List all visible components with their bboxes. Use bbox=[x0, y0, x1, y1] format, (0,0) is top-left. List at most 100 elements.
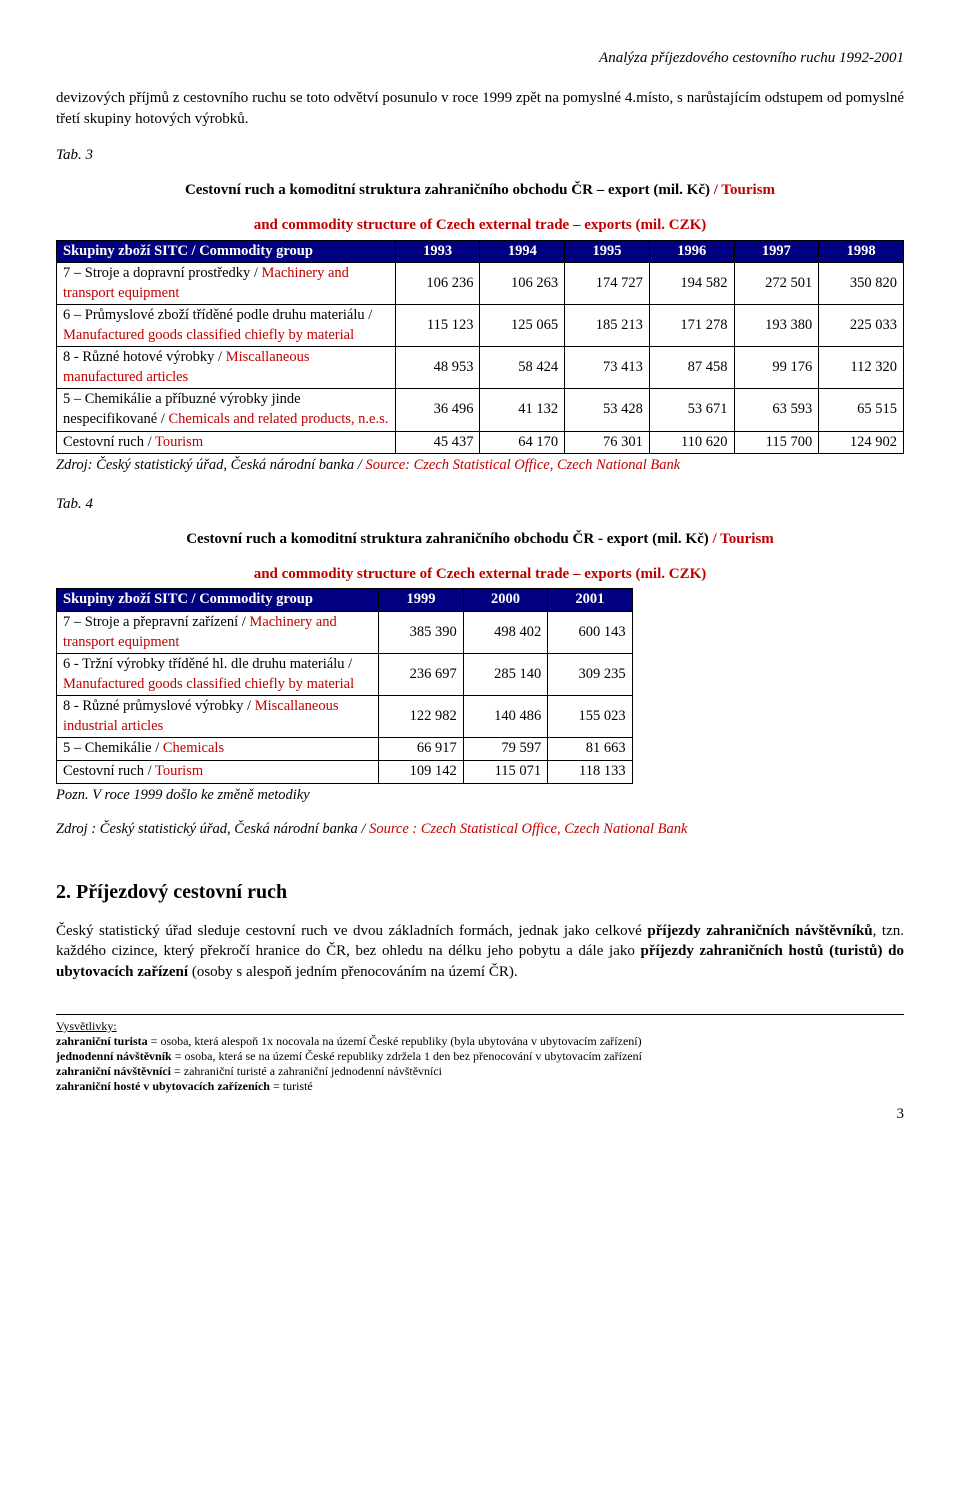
table-cell: 81 663 bbox=[548, 738, 632, 761]
table-row: Cestovní ruch / Tourism45 43764 17076 30… bbox=[57, 431, 904, 454]
table-cell: 185 213 bbox=[565, 305, 650, 347]
table-cell: 385 390 bbox=[379, 612, 463, 654]
table-cell: 64 170 bbox=[480, 431, 565, 454]
tab4-source-red: Source : Czech Statistical Office, Czech… bbox=[365, 821, 687, 837]
intro-paragraph: devizových příjmů z cestovního ruchu se … bbox=[56, 88, 904, 129]
table-row: 5 – Chemikálie / Chemicals66 91779 59781… bbox=[57, 738, 633, 761]
bold-text: příjezdy zahraničních návštěvníků bbox=[647, 923, 872, 939]
footnote-separator bbox=[56, 1014, 904, 1015]
table-header-year: 2000 bbox=[463, 589, 547, 612]
text: (osoby s alespoň jedním přenocováním na … bbox=[188, 964, 518, 980]
table-header-group: Skupiny zboží SITC / Commodity group bbox=[57, 589, 379, 612]
table-cell: 225 033 bbox=[819, 305, 904, 347]
page-number: 3 bbox=[56, 1104, 904, 1124]
footnote-line: zahraniční turista = osoba, která alespo… bbox=[56, 1034, 904, 1049]
table-cell: 110 620 bbox=[649, 431, 734, 454]
table-header-year: 1996 bbox=[649, 240, 734, 263]
table-cell: 99 176 bbox=[734, 347, 819, 389]
tab4-label: Tab. 4 bbox=[56, 494, 904, 514]
tab3-source-red: Source: Czech Statistical Office, Czech … bbox=[362, 457, 680, 473]
row-label: 5 – Chemikálie / Chemicals bbox=[57, 738, 379, 761]
row-label: 5 – Chemikálie a příbuzné výrobky jinde … bbox=[57, 389, 396, 431]
row-label: 7 – Stroje a dopravní prostředky / Machi… bbox=[57, 263, 396, 305]
row-label: 8 - Různé hotové výrobky / Miscallaneous… bbox=[57, 347, 396, 389]
table-row: 7 – Stroje a přepravní zařízení / Machin… bbox=[57, 612, 633, 654]
tab4-table: Skupiny zboží SITC / Commodity group1999… bbox=[56, 588, 633, 783]
table-cell: 66 917 bbox=[379, 738, 463, 761]
table-cell: 79 597 bbox=[463, 738, 547, 761]
table-cell: 106 263 bbox=[480, 263, 565, 305]
tab4-title: Cestovní ruch a komoditní struktura zahr… bbox=[56, 529, 904, 549]
table-cell: 45 437 bbox=[395, 431, 480, 454]
table-cell: 48 953 bbox=[395, 347, 480, 389]
footnotes: Vysvětlivky: zahraniční turista = osoba,… bbox=[56, 1019, 904, 1094]
table-cell: 87 458 bbox=[649, 347, 734, 389]
table-cell: 53 671 bbox=[649, 389, 734, 431]
tab4-source: Zdroj : Český statistický úřad, Česká ná… bbox=[56, 820, 904, 840]
footnote-line: jednodenní návštěvník = osoba, která se … bbox=[56, 1049, 904, 1064]
table-cell: 600 143 bbox=[548, 612, 632, 654]
section2-heading: 2. Příjezdový cestovní ruch bbox=[56, 879, 904, 906]
table-cell: 140 486 bbox=[463, 696, 547, 738]
footnote-line: zahraniční hosté v ubytovacích zařízeníc… bbox=[56, 1079, 904, 1094]
table-cell: 272 501 bbox=[734, 263, 819, 305]
tab3-title-red: / Tourism bbox=[710, 182, 775, 198]
table-cell: 236 697 bbox=[379, 654, 463, 696]
table-cell: 350 820 bbox=[819, 263, 904, 305]
table-cell: 36 496 bbox=[395, 389, 480, 431]
table-cell: 174 727 bbox=[565, 263, 650, 305]
table-row: 5 – Chemikálie a příbuzné výrobky jinde … bbox=[57, 389, 904, 431]
tab3-label: Tab. 3 bbox=[56, 145, 904, 165]
tab4-title-red: / Tourism bbox=[709, 531, 774, 547]
footnotes-heading: Vysvětlivky: bbox=[56, 1019, 117, 1033]
tab4-title-black: Cestovní ruch a komoditní struktura zahr… bbox=[186, 531, 709, 547]
table-cell: 124 902 bbox=[819, 431, 904, 454]
table-cell: 193 380 bbox=[734, 305, 819, 347]
tab3-title-black: Cestovní ruch a komoditní struktura zahr… bbox=[185, 182, 710, 198]
row-label: 7 – Stroje a přepravní zařízení / Machin… bbox=[57, 612, 379, 654]
table-row: 7 – Stroje a dopravní prostředky / Machi… bbox=[57, 263, 904, 305]
tab3-table: Skupiny zboží SITC / Commodity group1993… bbox=[56, 240, 904, 455]
table-cell: 58 424 bbox=[480, 347, 565, 389]
table-cell: 122 982 bbox=[379, 696, 463, 738]
table-cell: 41 132 bbox=[480, 389, 565, 431]
table-row: 6 – Průmyslové zboží tříděné podle druhu… bbox=[57, 305, 904, 347]
table-cell: 194 582 bbox=[649, 263, 734, 305]
tab4-note: Pozn. V roce 1999 došlo ke změně metodik… bbox=[56, 786, 904, 806]
tab3-source-black: Zdroj: Český statistický úřad, Česká nár… bbox=[56, 457, 362, 473]
table-row: 8 - Různé průmyslové výrobky / Miscallan… bbox=[57, 696, 633, 738]
row-label: 6 – Průmyslové zboží tříděné podle druhu… bbox=[57, 305, 396, 347]
table-header-year: 1993 bbox=[395, 240, 480, 263]
table-cell: 65 515 bbox=[819, 389, 904, 431]
table-row: 6 - Tržní výrobky tříděné hl. dle druhu … bbox=[57, 654, 633, 696]
table-cell: 115 700 bbox=[734, 431, 819, 454]
table-header-group: Skupiny zboží SITC / Commodity group bbox=[57, 240, 396, 263]
table-cell: 155 023 bbox=[548, 696, 632, 738]
row-label: Cestovní ruch / Tourism bbox=[57, 431, 396, 454]
table-cell: 63 593 bbox=[734, 389, 819, 431]
table-row: 8 - Různé hotové výrobky / Miscallaneous… bbox=[57, 347, 904, 389]
table-cell: 53 428 bbox=[565, 389, 650, 431]
section2-paragraph: Český statistický úřad sleduje cestovní … bbox=[56, 921, 904, 982]
table-cell: 498 402 bbox=[463, 612, 547, 654]
table-header-year: 1999 bbox=[379, 589, 463, 612]
text: Český statistický úřad sleduje cestovní … bbox=[56, 923, 647, 939]
table-cell: 115 123 bbox=[395, 305, 480, 347]
document-header: Analýza příjezdového cestovního ruchu 19… bbox=[56, 48, 904, 68]
tab3-subtitle: and commodity structure of Czech externa… bbox=[56, 215, 904, 235]
tab4-source-black: Zdroj : Český statistický úřad, Česká ná… bbox=[56, 821, 365, 837]
table-header-year: 1994 bbox=[480, 240, 565, 263]
table-header-year: 1998 bbox=[819, 240, 904, 263]
tab3-title: Cestovní ruch a komoditní struktura zahr… bbox=[56, 180, 904, 200]
tab3-source: Zdroj: Český statistický úřad, Česká nár… bbox=[56, 456, 904, 476]
table-cell: 171 278 bbox=[649, 305, 734, 347]
table-row: Cestovní ruch / Tourism109 142115 071118… bbox=[57, 760, 633, 783]
table-header-year: 2001 bbox=[548, 589, 632, 612]
table-cell: 125 065 bbox=[480, 305, 565, 347]
tab4-subtitle: and commodity structure of Czech externa… bbox=[56, 564, 904, 584]
row-label: Cestovní ruch / Tourism bbox=[57, 760, 379, 783]
table-cell: 112 320 bbox=[819, 347, 904, 389]
table-cell: 115 071 bbox=[463, 760, 547, 783]
table-cell: 106 236 bbox=[395, 263, 480, 305]
table-cell: 285 140 bbox=[463, 654, 547, 696]
